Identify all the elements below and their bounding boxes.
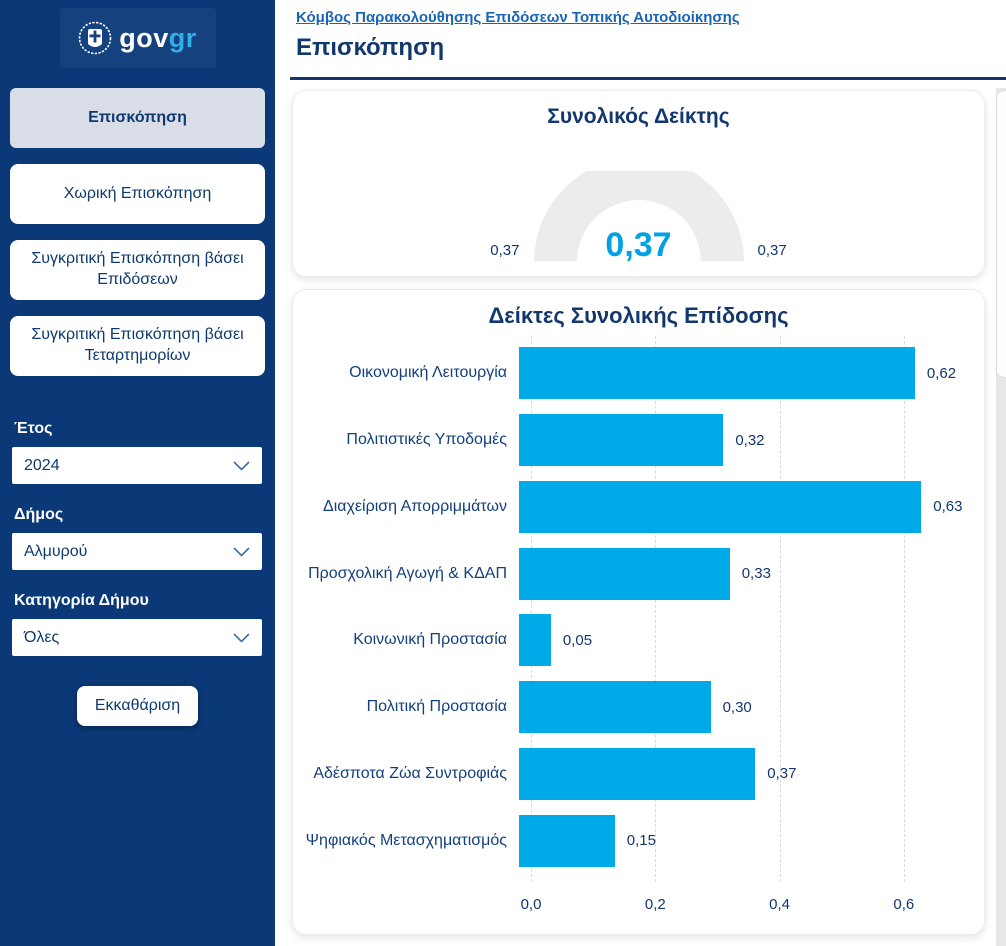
bar-value-label: 0,30 [722, 698, 752, 716]
bar-track: 0,62 [519, 340, 966, 407]
bar[interactable] [519, 347, 915, 400]
bar-category-label: Αδέσποτα Ζώα Συντροφιάς [313, 764, 507, 782]
gridline [903, 336, 905, 882]
sidebar-nav: Επισκόπηση Χωρική Επισκόπηση Συγκριτική … [0, 68, 275, 376]
bar-track: 0,32 [519, 407, 966, 474]
municipality-select-value: Αλμυρού [24, 542, 88, 560]
gridlines [531, 336, 966, 882]
bar[interactable] [519, 480, 922, 533]
bar-row: Πολιτιστικές Υποδομές 0,32 [305, 407, 966, 474]
gridline [655, 336, 657, 882]
bar-chart-title: Δείκτες Συνολικής Επίδοσης [488, 303, 789, 328]
bar-row: Ψηφιακός Μετασχηματισμός 0,15 [305, 807, 966, 874]
x-tick-label: 0,0 [520, 896, 542, 913]
bar-track: 0,63 [519, 474, 966, 541]
nav-item-episkopisi[interactable]: Επισκόπηση [10, 88, 265, 148]
bar-row: Αδέσποτα Ζώα Συντροφιάς 0,37 [305, 741, 966, 808]
performance-indices-card: Δείκτες Συνολικής Επίδοσης Οικονομική Λε… [292, 289, 985, 935]
bar-value-label: 0,33 [741, 565, 771, 583]
bar-track: 0,15 [519, 807, 966, 874]
sidebar: govgr Επισκόπηση Χωρική Επισκόπηση Συγκρ… [0, 0, 275, 946]
vertical-scrollbar-thumb[interactable] [996, 90, 1006, 378]
year-filter-label: Έτος [14, 420, 53, 437]
bar-track: 0,37 [519, 741, 966, 808]
bar-row: Προσχολική Αγωγή & ΚΔΑΠ 0,33 [305, 540, 966, 607]
x-tick-label: 0,4 [769, 896, 790, 913]
bar-value-label: 0,62 [926, 364, 957, 382]
nav-item-sygkritiki-epidoseon[interactable]: Συγκριτική Επισκόπηση βάσει Επιδόσεων [10, 240, 265, 300]
nav-item-sygkritiki-tetartimorion[interactable]: Συγκριτική Επισκόπηση βάσει Τεταρτημορίω… [10, 316, 265, 376]
gauge-visual[interactable]: 0,37 [533, 171, 744, 261]
bar-row: Οικονομική Λειτουργία 0,62 [305, 340, 966, 407]
gauge-max-label: 0,37 [757, 242, 787, 259]
year-select-value: 2024 [24, 456, 60, 474]
breadcrumb-link[interactable]: Κόμβος Παρακολούθησης Επιδόσεων Τοπικής … [296, 9, 740, 26]
chevron-down-icon [233, 460, 250, 471]
gauge-min-label: 0,37 [490, 242, 520, 259]
bar-rows: Οικονομική Λειτουργία 0,62 Πολιτιστικές Υπ… [305, 340, 966, 874]
gridline [531, 336, 532, 882]
bar-category-label: Ψηφιακός Μετασχηματισμός [305, 831, 507, 849]
title-divider [290, 77, 1006, 80]
total-index-card: Συνολικός Δείκτης 0,37 0,37 0,37 [292, 90, 985, 277]
bar-value-label: 0,15 [626, 832, 656, 850]
x-tick-label: 0,2 [644, 896, 666, 913]
main-content: Κόμβος Παρακολούθησης Επιδόσεων Τοπικής … [275, 0, 1006, 946]
bar-value-label: 0,32 [735, 431, 765, 449]
gauge-value: 0,37 [605, 226, 672, 261]
govgr-logo: govgr [59, 8, 216, 68]
x-axis: 0,0 0,2 0,4 0,6 [521, 896, 966, 916]
bar-category-label: Κοινωνική Προστασία [353, 631, 507, 649]
bar[interactable] [519, 414, 724, 467]
govgr-logotype: govgr [119, 22, 197, 53]
municipality-select[interactable]: Αλμυρού [12, 533, 262, 570]
municipality-category-select-value: Όλες [24, 628, 60, 646]
bar-category-label: Πολιτική Προστασία [366, 698, 507, 716]
year-select[interactable]: 2024 [12, 447, 262, 484]
filters-panel: Έτος 2024 Δήμος Αλμυρού Κατηγορία Δήμου … [0, 376, 275, 656]
municipality-category-filter-label: Κατηγορία Δήμου [14, 592, 149, 609]
gauge-title: Συνολικός Δείκτης [547, 105, 730, 128]
chevron-down-icon [233, 546, 250, 557]
gridline [779, 336, 781, 882]
x-tick-label: 0,6 [893, 896, 915, 913]
bar[interactable] [519, 547, 730, 600]
bar-chart-plot: Οικονομική Λειτουργία 0,62 Πολιτιστικές Υπ… [305, 336, 966, 882]
bar-category-label: Πολιτιστικές Υποδομές [346, 431, 507, 449]
municipality-category-select[interactable]: Όλες [12, 619, 262, 656]
bar-category-label: Οικονομική Λειτουργία [349, 364, 507, 382]
chevron-down-icon [233, 632, 250, 643]
nav-item-xoriki-episkopisi[interactable]: Χωρική Επισκόπηση [10, 164, 265, 224]
bar-track: 0,33 [519, 540, 966, 607]
bar[interactable] [519, 747, 756, 800]
vertical-scrollbar-track[interactable] [996, 88, 1006, 946]
bar-row: Κοινωνική Προστασία 0,05 [305, 607, 966, 674]
bar-value-label: 0,05 [562, 631, 593, 649]
govgr-emblem-icon [78, 21, 112, 55]
page-title: Επισκόπηση [296, 34, 445, 61]
bar-row: Διαχείριση Απορριμμάτων 0,63 [305, 474, 966, 541]
bar-value-label: 0,63 [933, 498, 963, 516]
bar[interactable] [519, 614, 551, 667]
bar-category-label: Προσχολική Αγωγή & ΚΔΑΠ [308, 564, 507, 582]
clear-filters-button[interactable]: Εκκαθάριση [76, 686, 199, 726]
municipality-filter-label: Δήμος [14, 506, 64, 523]
bar-value-label: 0,37 [767, 765, 797, 783]
bar[interactable] [519, 681, 711, 734]
bar-row: Πολιτική Προστασία 0,30 [305, 674, 966, 741]
bar-track: 0,05 [519, 607, 966, 674]
bar-track: 0,30 [519, 674, 966, 741]
bar-category-label: Διαχείριση Απορριμμάτων [323, 497, 507, 515]
bar[interactable] [519, 814, 615, 867]
